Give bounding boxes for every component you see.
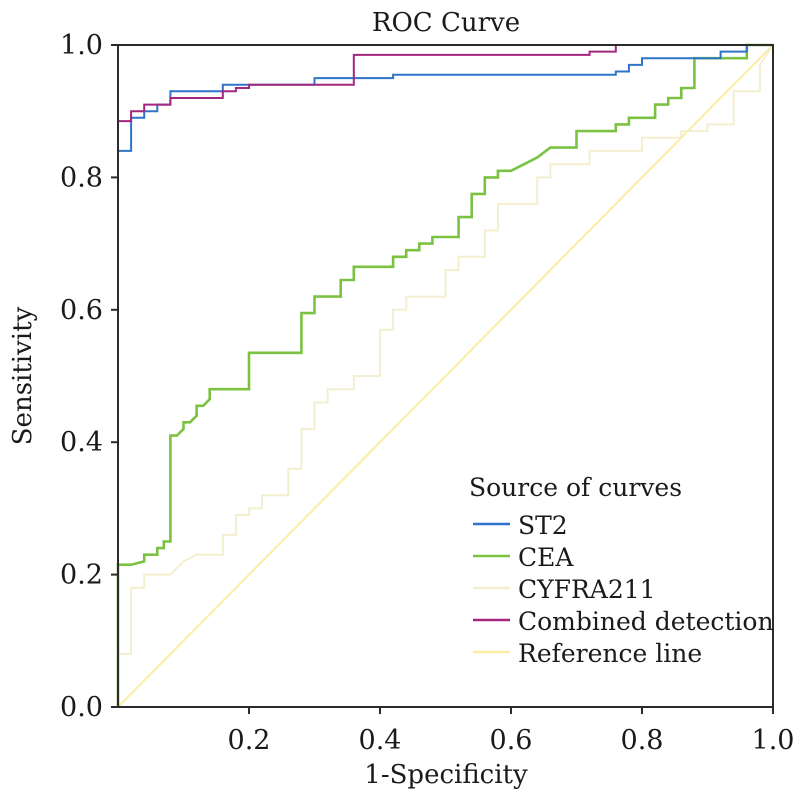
x-tick-label: 0.4 — [359, 725, 402, 756]
series-line-combined-detection — [117, 44, 773, 707]
chart-title: ROC Curve — [372, 8, 520, 38]
series-line-st2 — [117, 44, 773, 707]
y-axis-ticks: 0.0 0.2 0.4 0.6 0.8 1.0 — [60, 30, 118, 723]
legend-label-cyfra211: CYFRA211 — [518, 575, 656, 604]
y-tick-label: 0.0 — [60, 692, 103, 723]
legend-title: Source of curves — [469, 473, 682, 502]
series-line-cyfra211 — [117, 44, 774, 707]
legend-label-st2: ST2 — [518, 511, 568, 540]
y-axis-label: Sensitivity — [8, 306, 38, 445]
series-line-cea — [116, 43, 773, 707]
y-tick-label: 0.6 — [60, 295, 103, 326]
x-tick-label: 0.8 — [621, 725, 664, 756]
series-line-reference-line — [117, 44, 774, 708]
y-tick-label: 1.0 — [60, 30, 103, 61]
plot-region — [116, 43, 774, 708]
x-tick-label: 0.6 — [490, 725, 533, 756]
x-tick-label: 1.0 — [752, 725, 795, 756]
legend-items: ST2 CEA CYFRA211 Combined detection Referenc… — [473, 511, 774, 668]
series-layer — [116, 43, 774, 708]
legend: Source of curves ST2 CEA CYFRA211 Combined … — [469, 473, 774, 668]
plot-frame — [117, 44, 774, 708]
legend-label-cea: CEA — [518, 543, 574, 572]
x-axis-ticks: 0.2 0.4 0.6 0.8 1.0 — [228, 707, 795, 756]
y-tick-label: 0.4 — [60, 427, 103, 458]
y-tick-label: 0.2 — [60, 560, 103, 591]
x-tick-label: 0.2 — [228, 725, 271, 756]
y-tick-label: 0.8 — [60, 162, 103, 193]
x-axis-label: 1-Specificity — [364, 760, 528, 790]
legend-label-combined-detection: Combined detection — [518, 607, 774, 636]
legend-label-reference-line: Reference line — [518, 639, 702, 668]
